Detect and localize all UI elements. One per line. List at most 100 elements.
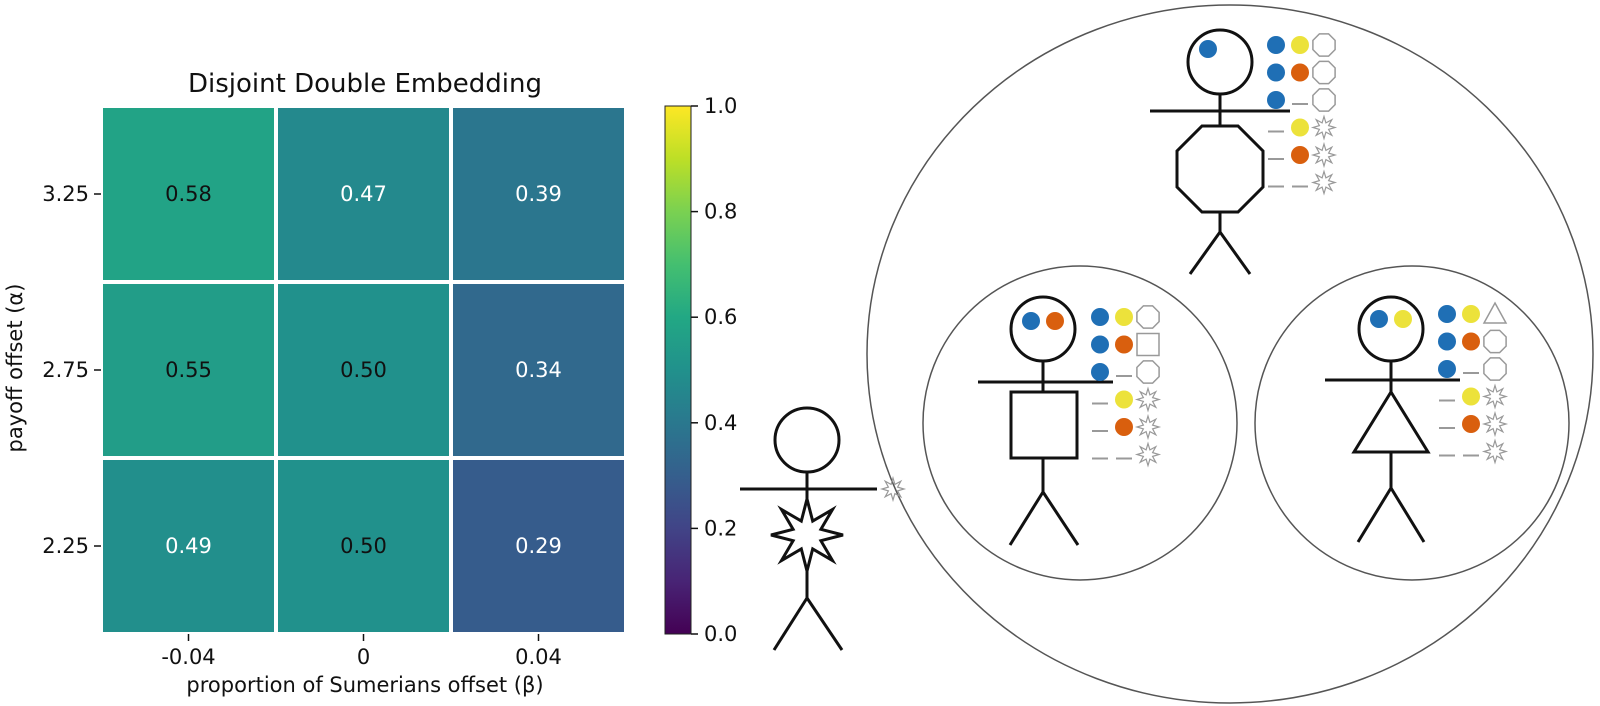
blue-dot [1267,91,1285,109]
heatmap-cell [103,284,274,456]
heatmap-cell [278,460,449,632]
stick-figure-triangle [1325,295,1460,543]
square-body-icon [1009,390,1079,460]
head-dot-blue [1022,312,1040,330]
blue-dot [1091,335,1109,354]
colorbar-tick-label: 0.0 [704,622,737,646]
heatmap-cell [278,284,449,456]
figure-head [1357,295,1425,363]
x-tick-label: 0.04 [515,645,562,669]
y-tick-label: 2.25 [42,534,89,558]
cell-value-label: 0.50 [340,534,387,558]
blue-dot [1438,305,1456,323]
figure-head [1009,295,1077,363]
outer-group-circle [866,4,1594,704]
head-dot-orange [1046,312,1064,330]
figure-head [773,406,841,474]
octagon-icon [1312,88,1336,112]
colorbar: 0.0 0.2 0.4 0.6 0.8 1.0 [664,94,737,646]
x-axis-label: proportion of Sumerians offset (β) [186,673,543,697]
colorbar-tick-label: 0.4 [704,411,737,435]
y-axis-ticks: 3.25 2.75 2.25 [42,182,101,558]
head-dot-yellow [1394,310,1412,328]
x-tick-label: -0.04 [161,645,215,669]
star-body-icon [770,498,844,572]
blue-dot [1438,360,1456,378]
population-diagram [740,4,1594,704]
blue-dot [1091,363,1109,381]
orange-dot [1462,415,1480,433]
stick-figure-square [978,295,1113,546]
star-icon [1134,413,1162,441]
cell-value-label: 0.50 [340,358,387,382]
yellow-dot [1291,118,1309,137]
x-axis-ticks: -0.04 0 0.04 [161,634,562,669]
heatmap-chart: Disjoint Double Embedding 0.58 0.47 0.39 0.… [3,69,624,697]
cell-value-label: 0.39 [515,182,562,206]
colorbar-gradient [664,105,692,635]
blue-dot [1091,308,1109,326]
head-dot-blue [1199,40,1217,58]
octagon-icon [1136,360,1160,384]
octagon-icon [1312,60,1336,85]
star-icon [1134,386,1162,413]
y-tick-label: 2.75 [42,358,89,382]
heatmap-cells: 0.58 0.47 0.39 0.55 0.50 0.34 0.49 0.50 0.29 [103,108,624,632]
yellow-dot [1462,387,1480,406]
yellow-dot [1115,308,1133,326]
y-axis-label: payoff offset (α) [3,284,27,453]
colorbar-ticks: 0.0 0.2 0.4 0.6 0.8 1.0 [691,94,737,646]
star-icon [1310,114,1338,141]
star-icon [879,475,907,503]
orange-dot [1291,146,1309,164]
octagon-body-icon [1175,124,1265,214]
colorbar-tick-label: 1.0 [704,94,737,118]
chart-title: Disjoint Double Embedding [188,69,542,99]
blue-dot [1267,36,1285,54]
yellow-dot [1115,390,1133,409]
heatmap-cell [453,284,624,456]
octagon-icon [1483,357,1507,381]
orange-dot [1115,335,1133,354]
star-icon [1134,441,1162,468]
star-icon [1310,169,1338,196]
symbol-grid-left [1091,305,1162,468]
blue-dot [1438,332,1456,351]
square-icon [1136,332,1160,357]
orange-dot [1115,418,1133,436]
figure-head [1186,28,1254,96]
triangle-body-icon [1351,389,1431,454]
heatmap-cell [103,108,274,280]
left-group-circle [922,265,1238,581]
symbol-grid-right [1438,301,1509,465]
colorbar-tick-label: 0.6 [704,305,737,329]
star-icon [1310,141,1338,169]
y-tick-label: 3.25 [42,182,89,206]
cell-value-label: 0.58 [165,182,212,206]
heatmap-cell [453,460,624,632]
stick-figure-star [740,406,877,651]
star-icon [1481,383,1509,410]
cell-value-label: 0.47 [340,182,387,206]
stick-figure-octagon [1150,28,1290,275]
colorbar-tick-label: 0.2 [704,516,737,540]
octagon-icon [1312,33,1336,57]
yellow-dot [1462,305,1480,323]
symbol-grid-outer [1267,33,1338,196]
solo-star-icon [879,475,907,503]
blue-dot [1267,63,1285,82]
heatmap-cell [103,460,274,632]
octagon-icon [1136,305,1160,329]
cell-value-label: 0.55 [165,358,212,382]
orange-dot [1291,63,1309,82]
octagon-icon [1483,329,1507,354]
yellow-dot [1291,36,1309,54]
cell-value-label: 0.34 [515,358,562,382]
cell-value-label: 0.29 [515,534,562,558]
x-tick-label: 0 [357,645,370,669]
triangle-icon [1482,301,1508,324]
head-dot-blue [1370,310,1388,328]
right-group-circle [1254,265,1570,581]
colorbar-tick-label: 0.8 [704,200,737,224]
